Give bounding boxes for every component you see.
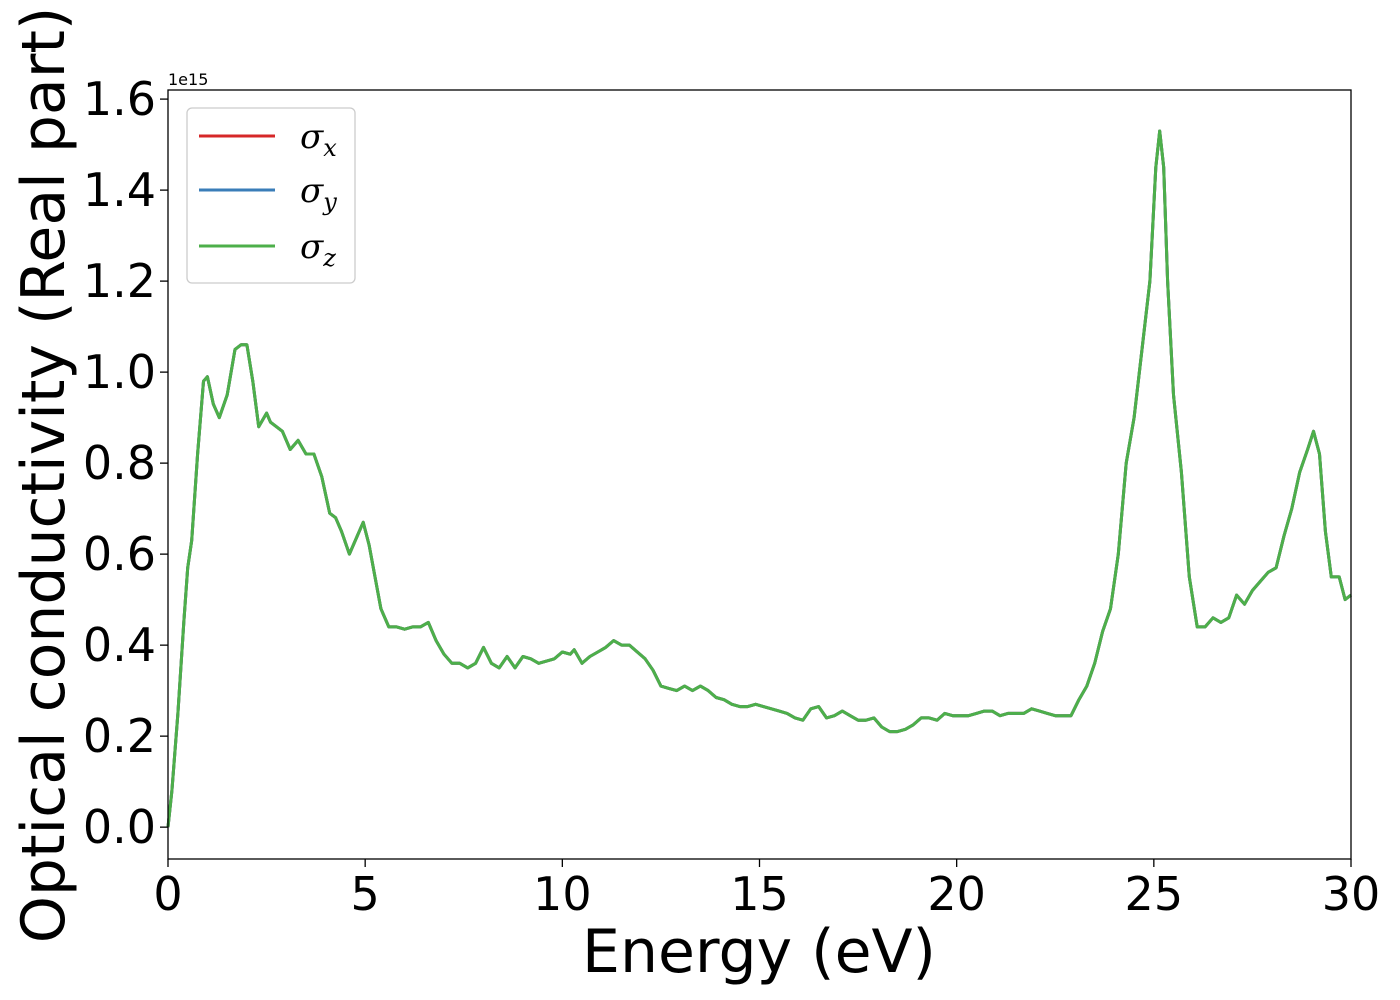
legend-frame [186,107,356,284]
y-tick-label: 1.4 [83,163,156,217]
x-axis-ticks: 0 5 10 15 20 25 30 [153,859,1380,921]
y-tick-label: 0.8 [83,436,156,490]
y-tick-label: 0.2 [83,709,156,763]
y-offset-label: 1e15 [168,70,208,89]
legend-label-sigma-x: σx [300,117,337,162]
legend-label-sigma-y: σy [300,171,337,216]
y-tick-label: 1.0 [83,345,156,399]
x-tick-label: 30 [1322,867,1381,921]
x-tick-label: 5 [351,867,380,921]
x-tick-label: 0 [153,867,182,921]
y-axis-label: Optical conductivity (Real part) [9,7,79,944]
y-tick-label: 1.6 [83,72,156,126]
x-axis-label: Energy (eV) [582,917,936,987]
x-tick-label: 20 [927,867,986,921]
y-axis-ticks: 0.0 0.2 0.4 0.6 0.8 1.0 1.2 1.4 1.6 [83,72,168,854]
y-tick-label: 0.0 [83,800,156,854]
x-tick-label: 10 [533,867,592,921]
plot-lines [166,129,1352,828]
series-line-sigma-z [166,129,1352,828]
legend: σx σy σz [186,107,356,284]
y-tick-label: 1.2 [83,254,156,308]
x-tick-label: 15 [730,867,789,921]
y-tick-label: 0.6 [83,527,156,581]
x-tick-label: 25 [1125,867,1184,921]
legend-label-sigma-z: σz [300,227,336,272]
y-tick-label: 0.4 [83,618,156,672]
